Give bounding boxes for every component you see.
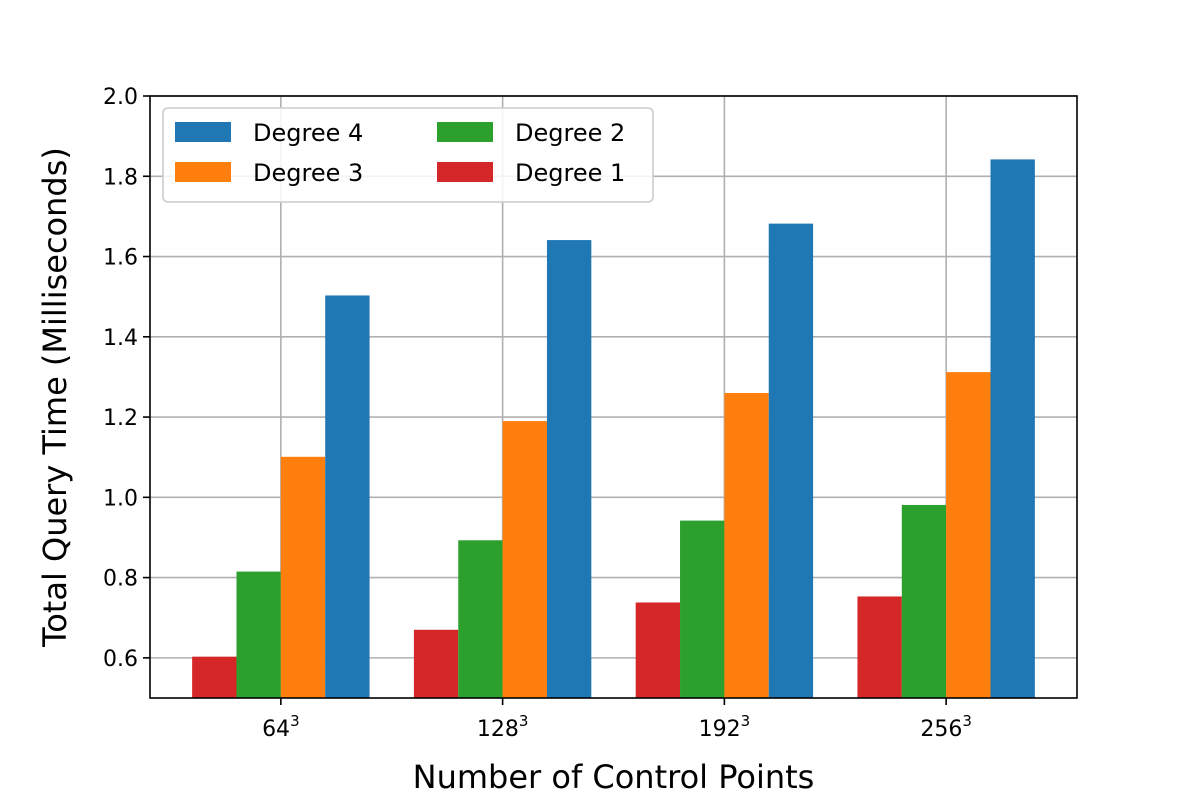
legend: Degree 4 Degree 3 Degree 2 Degree 1	[162, 107, 654, 203]
y-axis-label: Total Query Time (Milliseconds)	[36, 147, 74, 648]
y-tick-label: 2.0	[103, 85, 138, 110]
bar-degree-3	[946, 372, 991, 698]
bar-degree-3	[724, 392, 769, 698]
bar-degree-4	[546, 240, 592, 698]
x-tick-exponent: 3	[290, 712, 300, 730]
bar-degree-2	[458, 540, 503, 698]
bar-degree-1	[635, 602, 681, 698]
bar-degree-1	[857, 596, 902, 698]
x-tick-base: 192	[699, 717, 741, 742]
y-tick-label: 1.2	[103, 406, 138, 431]
legend-label: Degree 4	[253, 119, 363, 147]
x-tick-label: 1923	[699, 712, 751, 742]
x-axis-label: Number of Control Points	[413, 758, 815, 796]
legend-label: Degree 1	[515, 159, 625, 187]
y-axis-ticks: 0.6 0.8 1.0 1.2 1.4 1.6 1.8 2.0	[103, 85, 150, 672]
y-tick-label: 1.8	[103, 165, 138, 190]
x-tick-label: 1283	[477, 712, 529, 742]
y-tick-label: 1.6	[103, 246, 138, 271]
x-tick-exponent: 3	[962, 712, 972, 730]
x-tick-base: 64	[262, 717, 290, 742]
legend-box	[162, 107, 654, 203]
legend-swatch-degree-1	[437, 162, 493, 182]
plot-frame	[149, 95, 1078, 699]
x-tick-exponent: 3	[741, 712, 751, 730]
bar-degree-3	[280, 456, 326, 698]
legend-swatch-degree-4	[175, 122, 231, 142]
bar-degree-2	[680, 520, 725, 698]
bar-degree-2	[901, 504, 947, 698]
legend-label: Degree 2	[515, 119, 625, 147]
x-tick-exponent: 3	[519, 712, 529, 730]
bar-degree-1	[413, 629, 459, 698]
bars	[192, 159, 1035, 699]
bar-degree-4	[768, 223, 814, 698]
x-tick-base: 128	[477, 717, 519, 742]
legend-swatch-degree-3	[175, 162, 231, 182]
y-tick-label: 1.4	[103, 326, 138, 351]
x-tick-label: 2563	[920, 712, 972, 742]
y-tick-label: 1.0	[103, 486, 138, 511]
y-tick-label: 0.6	[103, 647, 138, 672]
x-axis-ticks: 643 1283 1923 2563	[262, 698, 972, 742]
legend-label: Degree 3	[253, 159, 363, 187]
x-tick-label: 643	[262, 712, 300, 742]
bar-degree-3	[502, 421, 547, 698]
bar-degree-4	[325, 295, 370, 698]
bar-degree-4	[990, 159, 1035, 699]
legend-swatch-degree-2	[437, 122, 493, 142]
bar-degree-1	[192, 656, 237, 698]
bar-degree-2	[236, 571, 281, 698]
x-tick-base: 256	[920, 717, 962, 742]
y-tick-label: 0.8	[103, 567, 138, 592]
